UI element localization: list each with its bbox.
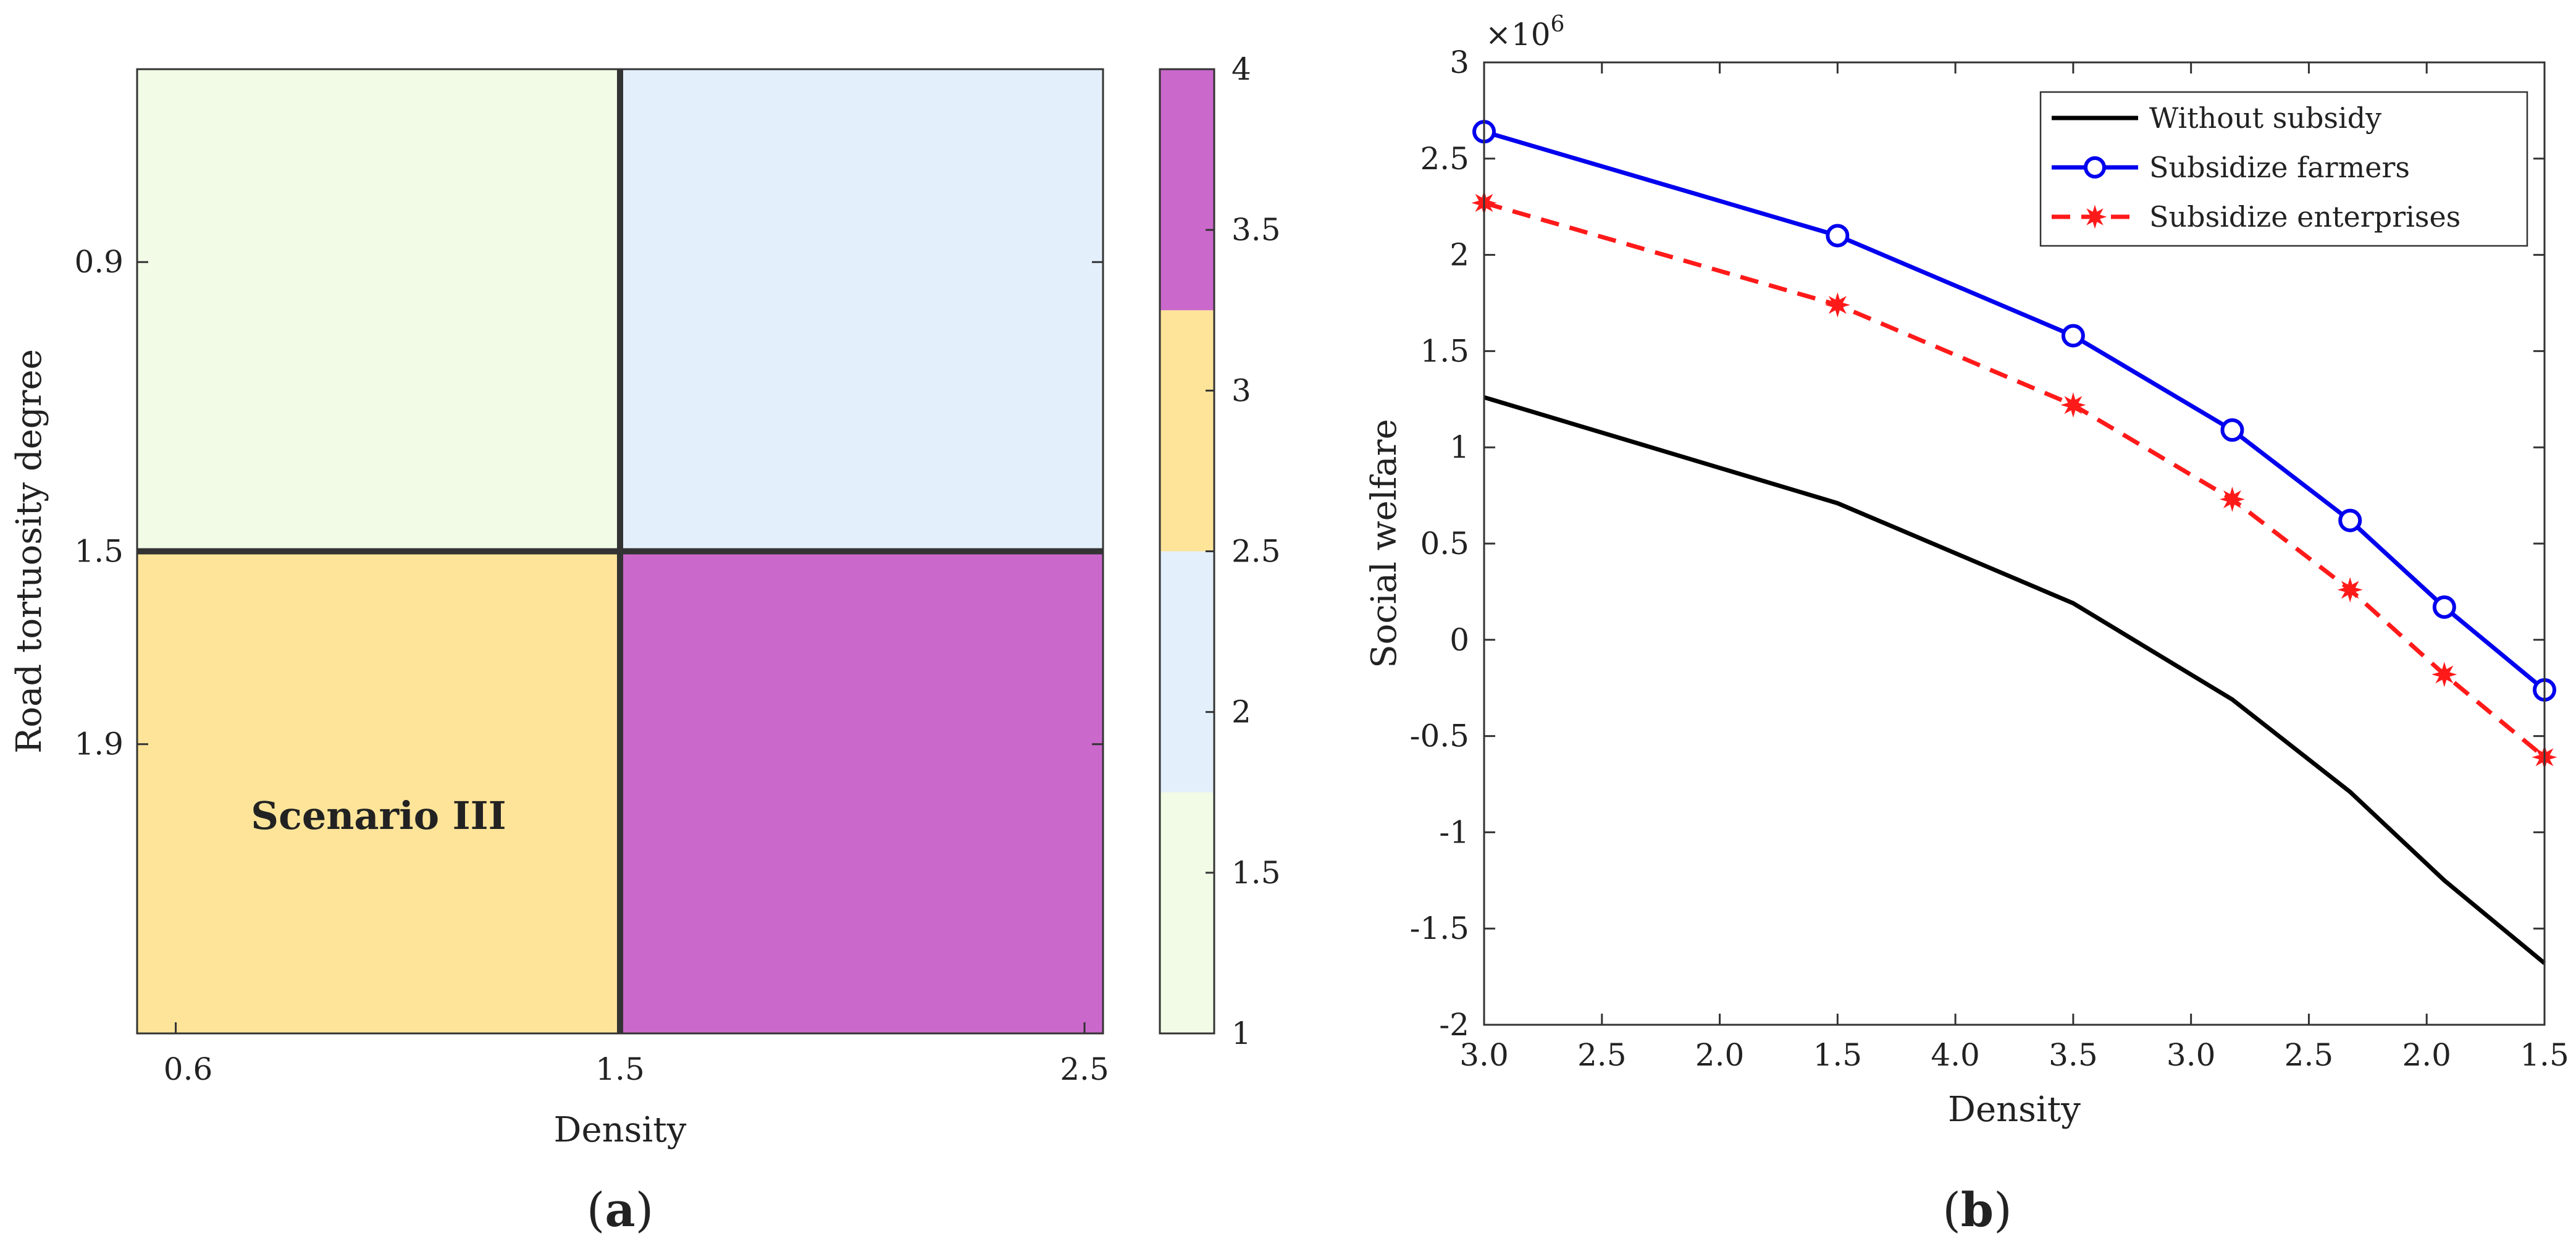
panel-a: Scenario III 0.6 1.5 2.5 0.9 1.5 1.9 Density…	[9, 51, 1281, 1237]
colorbar-band	[1160, 551, 1214, 793]
x-tick-label: 2.0	[2402, 1037, 2451, 1073]
x-tick-label: 3.0	[2167, 1037, 2216, 1073]
colorbar-tick-label: 2.5	[1231, 534, 1281, 570]
colorbar-tick-label: 4	[1231, 51, 1251, 87]
y-multiplier-exponent: 6	[1551, 12, 1565, 37]
heatmap-annotation-layer: Scenario III	[251, 793, 506, 838]
y-multiplier-base: ×10	[1485, 17, 1551, 53]
heatmap-x-axis-label: Density	[554, 1110, 687, 1150]
heatmap-cell	[137, 69, 620, 552]
heatmap-y-ticks: 0.9 1.5 1.9	[74, 244, 1103, 762]
y-tick-label: -2	[1439, 1007, 1469, 1043]
x-tick-label: 2.5	[1577, 1037, 1627, 1073]
series-marker-star	[2431, 662, 2457, 688]
y-tick-label: -1	[1439, 814, 1469, 850]
line-x-axis-label: Density	[1948, 1090, 2081, 1130]
heatmap-cell	[620, 69, 1103, 552]
y-tick-label: 0	[1450, 622, 1469, 658]
y-axis-multiplier: ×106	[1485, 12, 1564, 53]
series-marker-circle	[2220, 418, 2244, 442]
y-tick-label: 0.9	[74, 244, 124, 280]
x-tick-label: 3.0	[1459, 1037, 1509, 1073]
x-tick-label: 0.6	[164, 1051, 213, 1087]
y-tick-label: 1.5	[74, 534, 124, 570]
y-tick-label: -1.5	[1410, 910, 1469, 946]
x-tick-label: 4.0	[1931, 1037, 1980, 1073]
panel-b-caption: (b)	[1942, 1182, 2012, 1237]
y-tick-label: 2.5	[1420, 141, 1469, 177]
series-marker-star	[1824, 292, 1850, 318]
x-tick-label: 1.5	[595, 1051, 645, 1087]
line-series	[1483, 129, 2546, 965]
x-tick-label: 2.5	[1060, 1051, 1109, 1087]
series-marker-star	[2219, 486, 2245, 512]
x-tick-label: 1.5	[2520, 1037, 2569, 1073]
line-x-ticks: 3.0 2.5 2.0 1.5 4.0 3.5 3.0 2.5 2.0 1.5	[1459, 62, 2569, 1073]
y-tick-label: -0.5	[1410, 718, 1469, 754]
heatmap-cells	[137, 69, 1103, 1033]
heatmap-y-axis-label: Road tortuosity degree	[9, 349, 49, 754]
x-tick-label: 3.5	[2049, 1037, 2098, 1073]
series-marker-circle	[1826, 224, 1850, 248]
legend: Without subsidy Subsidize farmers Subsidiz…	[2039, 91, 2528, 247]
line-y-ticks: -2 -1.5 -1 -0.5 0 0.5 1 1.5 2 2.5 3	[1410, 44, 2545, 1043]
scenario-annotation: Scenario III	[251, 793, 506, 838]
y-tick-label: 3	[1450, 44, 1469, 80]
colorbar-tick-label: 2	[1231, 694, 1251, 730]
panel-a-caption: (a)	[587, 1182, 654, 1237]
series-marker-circle	[2338, 508, 2362, 532]
heatmap-cell	[137, 551, 620, 1033]
colorbar-ticks: 1 1.5 2 2.5 3 3.5 4	[1206, 51, 1281, 1051]
x-tick-label: 1.5	[1813, 1037, 1863, 1073]
x-tick-label: 2.5	[2284, 1037, 2334, 1073]
y-tick-label: 1	[1450, 429, 1469, 465]
y-tick-label: 0.5	[1420, 526, 1469, 561]
panel-b-caption-letter: b	[1961, 1182, 1994, 1237]
series-marker-star	[2060, 392, 2086, 418]
heatmap-dividers	[137, 69, 1103, 1033]
colorbar	[1160, 69, 1214, 1033]
legend-marker	[2083, 204, 2107, 229]
panel-b: 3.0 2.5 2.0 1.5 4.0 3.5 3.0 2.5 2.0 1.5 -2-1.5-1-…	[1364, 12, 2569, 1237]
colorbar-band	[1160, 69, 1214, 311]
y-tick-label: 2	[1450, 237, 1469, 273]
line-y-axis-label: Social welfare	[1364, 419, 1404, 668]
y-tick-label: 1.5	[1420, 333, 1469, 369]
colorbar-tick-label: 3	[1231, 372, 1251, 408]
y-tick-label: 1.9	[74, 726, 124, 762]
heatmap-x-ticks: 0.6 1.5 2.5	[164, 1022, 1109, 1087]
colorbar-tick-label: 1	[1231, 1016, 1251, 1051]
colorbar-tick-label: 1.5	[1231, 855, 1281, 891]
series-marker-star	[2337, 577, 2363, 603]
colorbar-band	[1160, 792, 1214, 1033]
legend-entry-label: Subsidize enterprises	[2149, 200, 2461, 233]
series-marker-circle	[2432, 595, 2456, 619]
panel-a-caption-letter: a	[605, 1182, 635, 1237]
series-line	[1483, 201, 2546, 759]
colorbar-tick-label: 3.5	[1231, 212, 1281, 248]
colorbar-band	[1160, 310, 1214, 552]
legend-marker	[2084, 156, 2106, 179]
series-marker-circle	[2061, 324, 2085, 348]
x-tick-label: 2.0	[1695, 1037, 1745, 1073]
legend-entry-label: Without subsidy	[2149, 101, 2381, 135]
legend-entry-label: Subsidize farmers	[2149, 151, 2410, 184]
heatmap-cell	[620, 551, 1103, 1033]
series-line	[1483, 395, 2546, 965]
